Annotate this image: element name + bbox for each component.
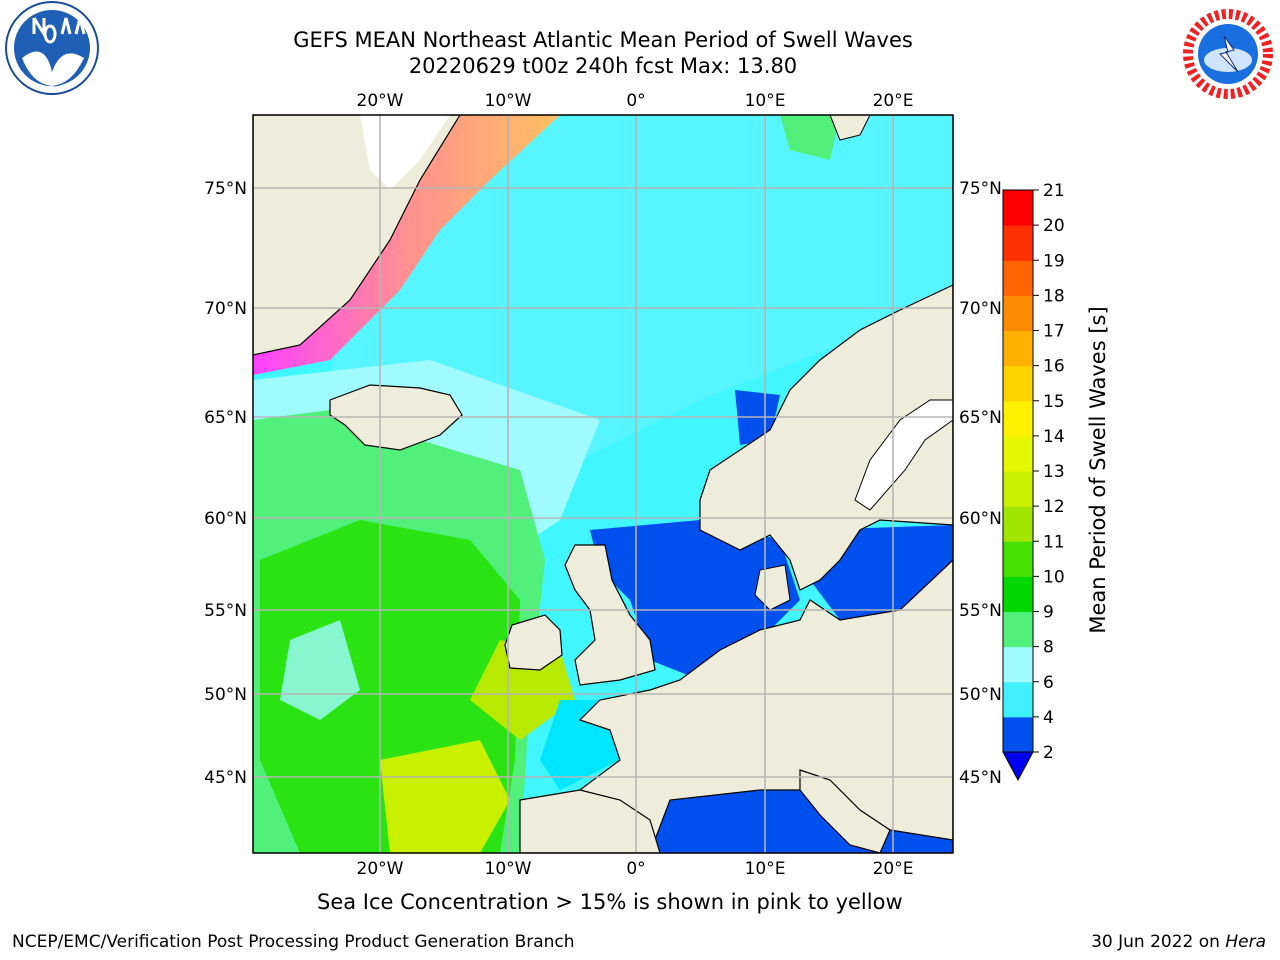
denmark-landmass xyxy=(754,564,791,611)
colorbar-segment xyxy=(1003,365,1033,402)
colorbar-segment xyxy=(1003,716,1033,753)
lon-tick-bottom: 10°E xyxy=(745,859,786,879)
lat-tick-right: 55°N xyxy=(959,601,1002,621)
lon-tick-bottom: 10°W xyxy=(485,859,532,879)
period-patch-8-9 xyxy=(280,620,360,720)
colorbar-segment xyxy=(1003,330,1033,367)
colorbar-tick-label: 9 xyxy=(1043,603,1054,623)
sea-ice-band xyxy=(253,115,560,375)
lon-tick-bottom: 20°E xyxy=(873,859,914,879)
date-stamp: 30 Jun 2022 on Hera xyxy=(1091,932,1266,952)
svalbard-landmass xyxy=(829,115,871,141)
lat-tick-left: 75°N xyxy=(204,179,247,199)
italy-landmass xyxy=(799,769,891,853)
lat-tick-left: 45°N xyxy=(204,768,247,788)
greenland-landmass xyxy=(253,115,461,356)
lat-tick-right: 45°N xyxy=(959,768,1002,788)
colorbar-segment xyxy=(1003,295,1033,331)
colorbar-tick-label: 11 xyxy=(1043,532,1065,552)
colorbar-tick-label: 13 xyxy=(1043,462,1065,482)
graticule xyxy=(253,115,953,853)
colorbar-tick-label: 21 xyxy=(1043,181,1065,201)
host-name: Hera xyxy=(1225,932,1266,952)
map-subtitle: 20220629 t00z 240h fcst Max: 13.80 xyxy=(408,54,798,78)
lon-tick-top: 20°E xyxy=(873,91,914,111)
colorbar-tick-label: 20 xyxy=(1043,216,1065,236)
colorbar-segment xyxy=(1003,541,1033,577)
lon-tick-top: 0° xyxy=(626,91,645,111)
lon-tick-top: 10°W xyxy=(485,91,532,111)
lat-tick-right: 70°N xyxy=(959,299,1002,319)
colorbar-segment xyxy=(1003,190,1033,226)
noaa-logo-icon xyxy=(5,1,99,95)
great-britain-landmass xyxy=(564,544,656,686)
scandinavia-landmass xyxy=(699,284,953,591)
lon-tick-bottom: 20°W xyxy=(357,859,404,879)
lat-tick-left: 60°N xyxy=(204,509,247,529)
colorbar-segment xyxy=(1003,400,1033,437)
colorbar-tick-label: 16 xyxy=(1043,357,1065,377)
colorbar-segment xyxy=(1003,260,1033,296)
colorbar-segment xyxy=(1003,435,1033,472)
colorbar-extension xyxy=(1002,751,1034,782)
lat-tick-left: 50°N xyxy=(204,685,247,705)
lat-tick-left: 65°N xyxy=(204,408,247,428)
colorbar-segment xyxy=(1003,506,1033,542)
colorbar-tick-label: 4 xyxy=(1043,708,1054,728)
colorbar-tick-label: 8 xyxy=(1043,638,1054,658)
lat-tick-right: 75°N xyxy=(959,179,1002,199)
colorbar-tick-label: 19 xyxy=(1043,251,1065,271)
map-frame xyxy=(252,114,954,854)
lat-tick-right: 65°N xyxy=(959,408,1002,428)
colorbar-segment xyxy=(1003,225,1033,261)
colorbar-tick-label: 18 xyxy=(1043,286,1065,306)
period-patch-arctic xyxy=(780,115,840,160)
ireland-landmass xyxy=(504,614,563,671)
greenland-ice-sheet xyxy=(360,115,450,190)
period-region-12-13-south xyxy=(380,740,510,853)
lon-tick-bottom: 0° xyxy=(626,859,645,879)
gulf-of-bothnia xyxy=(854,399,953,511)
period-region-12-13 xyxy=(470,640,575,740)
nws-logo-icon xyxy=(1180,6,1276,102)
colorbar-segment xyxy=(1003,576,1033,612)
lon-tick-top: 20°W xyxy=(357,91,404,111)
colorbar-segment xyxy=(1003,646,1033,683)
credit-text: NCEP/EMC/Verification Post Processing Pr… xyxy=(12,932,575,952)
colorbar-segment xyxy=(1003,471,1033,507)
lat-tick-left: 70°N xyxy=(204,299,247,319)
colorbar-tick-label: 15 xyxy=(1043,392,1065,412)
colorbar-tick-label: 17 xyxy=(1043,322,1065,342)
map-title: GEFS MEAN Northeast Atlantic Mean Period… xyxy=(293,28,913,52)
colorbar-segment xyxy=(1003,611,1033,648)
iberia-landmass xyxy=(519,789,661,853)
date-text: 30 Jun 2022 on xyxy=(1091,932,1220,952)
lon-tick-top: 10°E xyxy=(745,91,786,111)
lat-tick-left: 55°N xyxy=(204,601,247,621)
colorbar-tick-label: 2 xyxy=(1043,743,1054,763)
colorbar-tick-label: 14 xyxy=(1043,427,1065,447)
colorbar-tick-label: 12 xyxy=(1043,497,1065,517)
colorbar-label: Mean Period of Swell Waves [s] xyxy=(1086,306,1110,633)
continental-europe-landmass xyxy=(519,559,953,853)
colorbar-segment xyxy=(1003,681,1033,718)
colorbar-tick-label: 6 xyxy=(1043,673,1054,693)
colorbar-tick-label: 10 xyxy=(1043,567,1065,587)
lat-tick-right: 50°N xyxy=(959,685,1002,705)
lat-tick-right: 60°N xyxy=(959,509,1002,529)
sea-ice-caption: Sea Ice Concentration > 15% is shown in … xyxy=(317,890,903,914)
colorbar: 2 4 6 8 9 10 11 12 13 14 15 16 17 18 19 20 21 xyxy=(1002,181,1065,782)
